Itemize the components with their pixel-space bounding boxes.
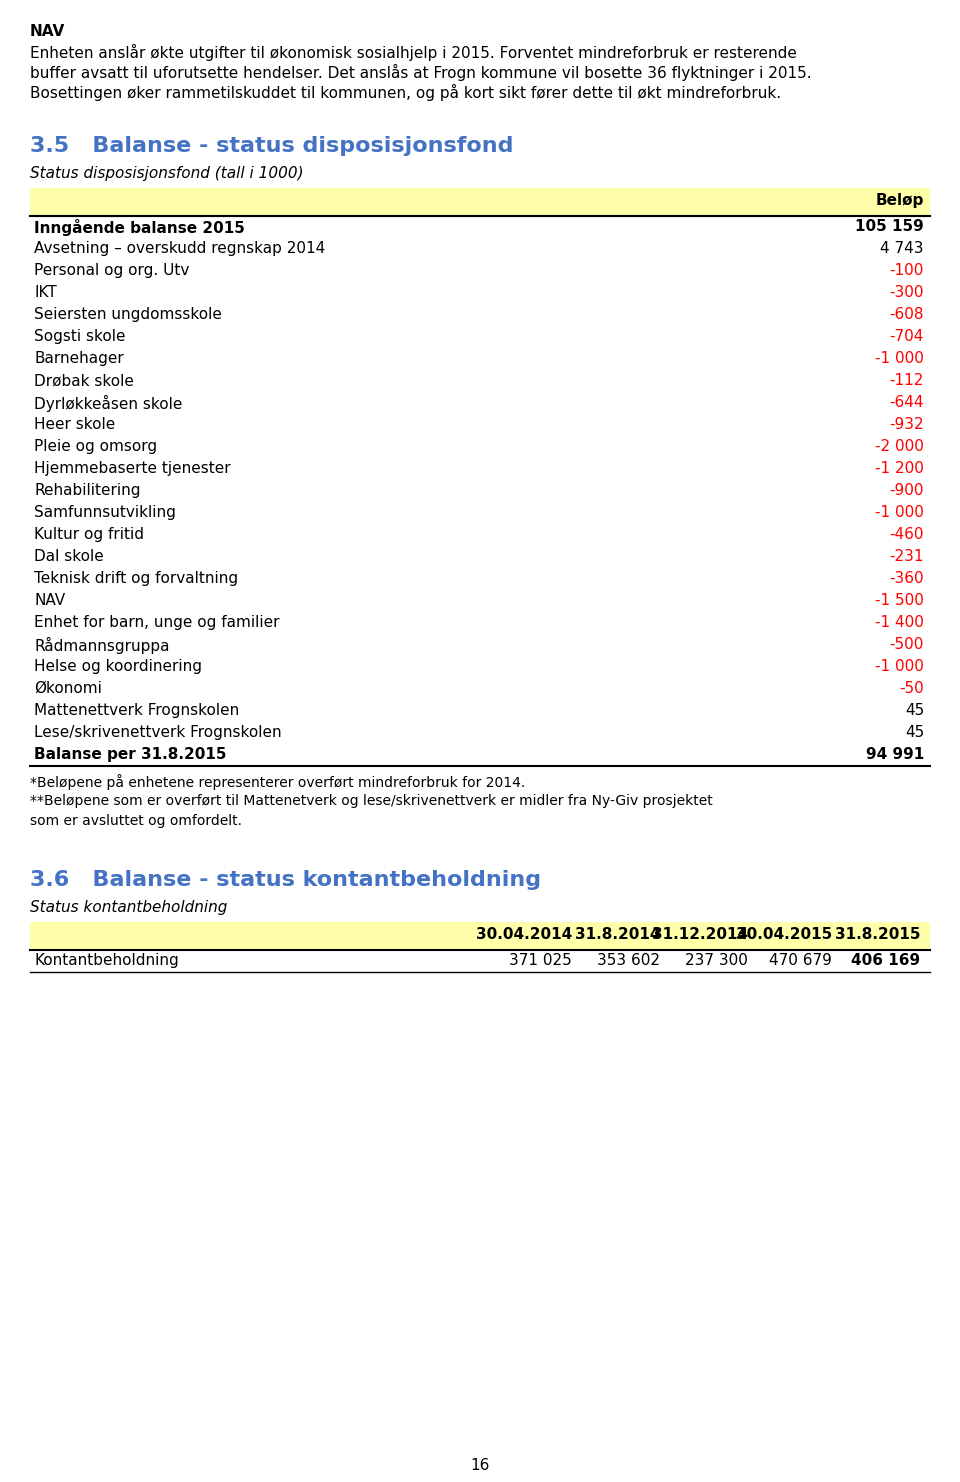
Text: 371 025: 371 025 — [509, 953, 572, 968]
Text: Inngående balanse 2015: Inngående balanse 2015 — [34, 219, 245, 236]
Text: Kultur og fritid: Kultur og fritid — [34, 528, 144, 542]
Text: 3.6   Balanse - status kontantbeholdning: 3.6 Balanse - status kontantbeholdning — [30, 870, 541, 891]
Text: -360: -360 — [889, 571, 924, 585]
Text: 30.04.2014: 30.04.2014 — [476, 928, 572, 943]
Text: 4 743: 4 743 — [880, 242, 924, 256]
Text: 237 300: 237 300 — [685, 953, 748, 968]
Text: -1 500: -1 500 — [876, 593, 924, 608]
Text: 31.8.2015: 31.8.2015 — [834, 928, 920, 943]
Text: 31.12.2014: 31.12.2014 — [652, 928, 748, 943]
Text: Enheten anslår økte utgifter til økonomisk sosialhjelp i 2015. Forventet mindref: Enheten anslår økte utgifter til økonomi… — [30, 44, 797, 61]
Text: Pleie og omsorg: Pleie og omsorg — [34, 439, 157, 453]
Text: -112: -112 — [890, 373, 924, 388]
Text: -1 400: -1 400 — [876, 615, 924, 630]
Text: NAV: NAV — [34, 593, 65, 608]
Text: 105 159: 105 159 — [855, 219, 924, 234]
Text: 353 602: 353 602 — [597, 953, 660, 968]
Text: Hjemmebaserte tjenester: Hjemmebaserte tjenester — [34, 461, 230, 476]
Text: -900: -900 — [890, 483, 924, 498]
Text: -644: -644 — [890, 396, 924, 411]
Text: Avsetning – overskudd regnskap 2014: Avsetning – overskudd regnskap 2014 — [34, 242, 325, 256]
Text: -300: -300 — [890, 285, 924, 299]
Text: *Beløpene på enhetene representerer overført mindreforbruk for 2014.: *Beløpene på enhetene representerer over… — [30, 774, 525, 790]
Text: Sogsti skole: Sogsti skole — [34, 329, 126, 344]
Text: 94 991: 94 991 — [866, 747, 924, 762]
Text: -500: -500 — [890, 637, 924, 652]
Text: -1 000: -1 000 — [876, 659, 924, 674]
Text: 45: 45 — [904, 725, 924, 740]
Text: Heer skole: Heer skole — [34, 416, 115, 431]
Text: -460: -460 — [890, 528, 924, 542]
Text: Rådmannsgruppa: Rådmannsgruppa — [34, 637, 170, 654]
Text: Drøbak skole: Drøbak skole — [34, 373, 133, 388]
Text: Helse og koordinering: Helse og koordinering — [34, 659, 202, 674]
Text: Dal skole: Dal skole — [34, 548, 104, 565]
Bar — [30, 922, 930, 950]
Text: 406 169: 406 169 — [851, 953, 920, 968]
Text: Mattenettverk Frognskolen: Mattenettverk Frognskolen — [34, 702, 239, 717]
Text: Dyrløkkeåsen skole: Dyrløkkeåsen skole — [34, 396, 182, 412]
Text: Bosettingen øker rammetilskuddet til kommunen, og på kort sikt fører dette til ø: Bosettingen øker rammetilskuddet til kom… — [30, 84, 781, 101]
Text: **Beløpene som er overført til Mattenetverk og lese/skrivenettverk er midler fra: **Beløpene som er overført til Mattenetv… — [30, 794, 712, 808]
Text: -231: -231 — [890, 548, 924, 565]
Text: Lese/skrivenettverk Frognskolen: Lese/skrivenettverk Frognskolen — [34, 725, 281, 740]
Text: Rehabilitering: Rehabilitering — [34, 483, 140, 498]
Text: -100: -100 — [890, 262, 924, 279]
Text: -1 000: -1 000 — [876, 505, 924, 520]
Text: 45: 45 — [904, 702, 924, 717]
Text: Teknisk drift og forvaltning: Teknisk drift og forvaltning — [34, 571, 238, 585]
Text: buffer avsatt til uforutsette hendelser. Det anslås at Frogn kommune vil bosette: buffer avsatt til uforutsette hendelser.… — [30, 64, 811, 82]
Text: 3.5   Balanse - status disposisjonsfond: 3.5 Balanse - status disposisjonsfond — [30, 136, 514, 156]
Text: Status disposisjonsfond (tall i 1000): Status disposisjonsfond (tall i 1000) — [30, 166, 303, 181]
Text: Enhet for barn, unge og familier: Enhet for barn, unge og familier — [34, 615, 279, 630]
Text: -704: -704 — [890, 329, 924, 344]
Text: Seiersten ungdomsskole: Seiersten ungdomsskole — [34, 307, 222, 322]
Text: IKT: IKT — [34, 285, 57, 299]
Text: Økonomi: Økonomi — [34, 682, 102, 697]
Bar — [30, 188, 930, 216]
Text: som er avsluttet og omfordelt.: som er avsluttet og omfordelt. — [30, 814, 242, 828]
Text: Personal og org. Utv: Personal og org. Utv — [34, 262, 189, 279]
Text: Balanse per 31.8.2015: Balanse per 31.8.2015 — [34, 747, 227, 762]
Text: -932: -932 — [889, 416, 924, 431]
Text: -1 200: -1 200 — [876, 461, 924, 476]
Text: -1 000: -1 000 — [876, 351, 924, 366]
Text: Beløp: Beløp — [876, 193, 924, 207]
Text: Kontantbeholdning: Kontantbeholdning — [34, 953, 179, 968]
Text: Barnehager: Barnehager — [34, 351, 124, 366]
Text: NAV: NAV — [30, 24, 65, 39]
Text: 16: 16 — [470, 1458, 490, 1473]
Text: -608: -608 — [890, 307, 924, 322]
Text: -2 000: -2 000 — [876, 439, 924, 453]
Text: -50: -50 — [900, 682, 924, 697]
Text: 470 679: 470 679 — [769, 953, 832, 968]
Text: Status kontantbeholdning: Status kontantbeholdning — [30, 900, 228, 914]
Text: 31.8.2014: 31.8.2014 — [574, 928, 660, 943]
Text: Samfunnsutvikling: Samfunnsutvikling — [34, 505, 176, 520]
Text: 30.04.2015: 30.04.2015 — [735, 928, 832, 943]
